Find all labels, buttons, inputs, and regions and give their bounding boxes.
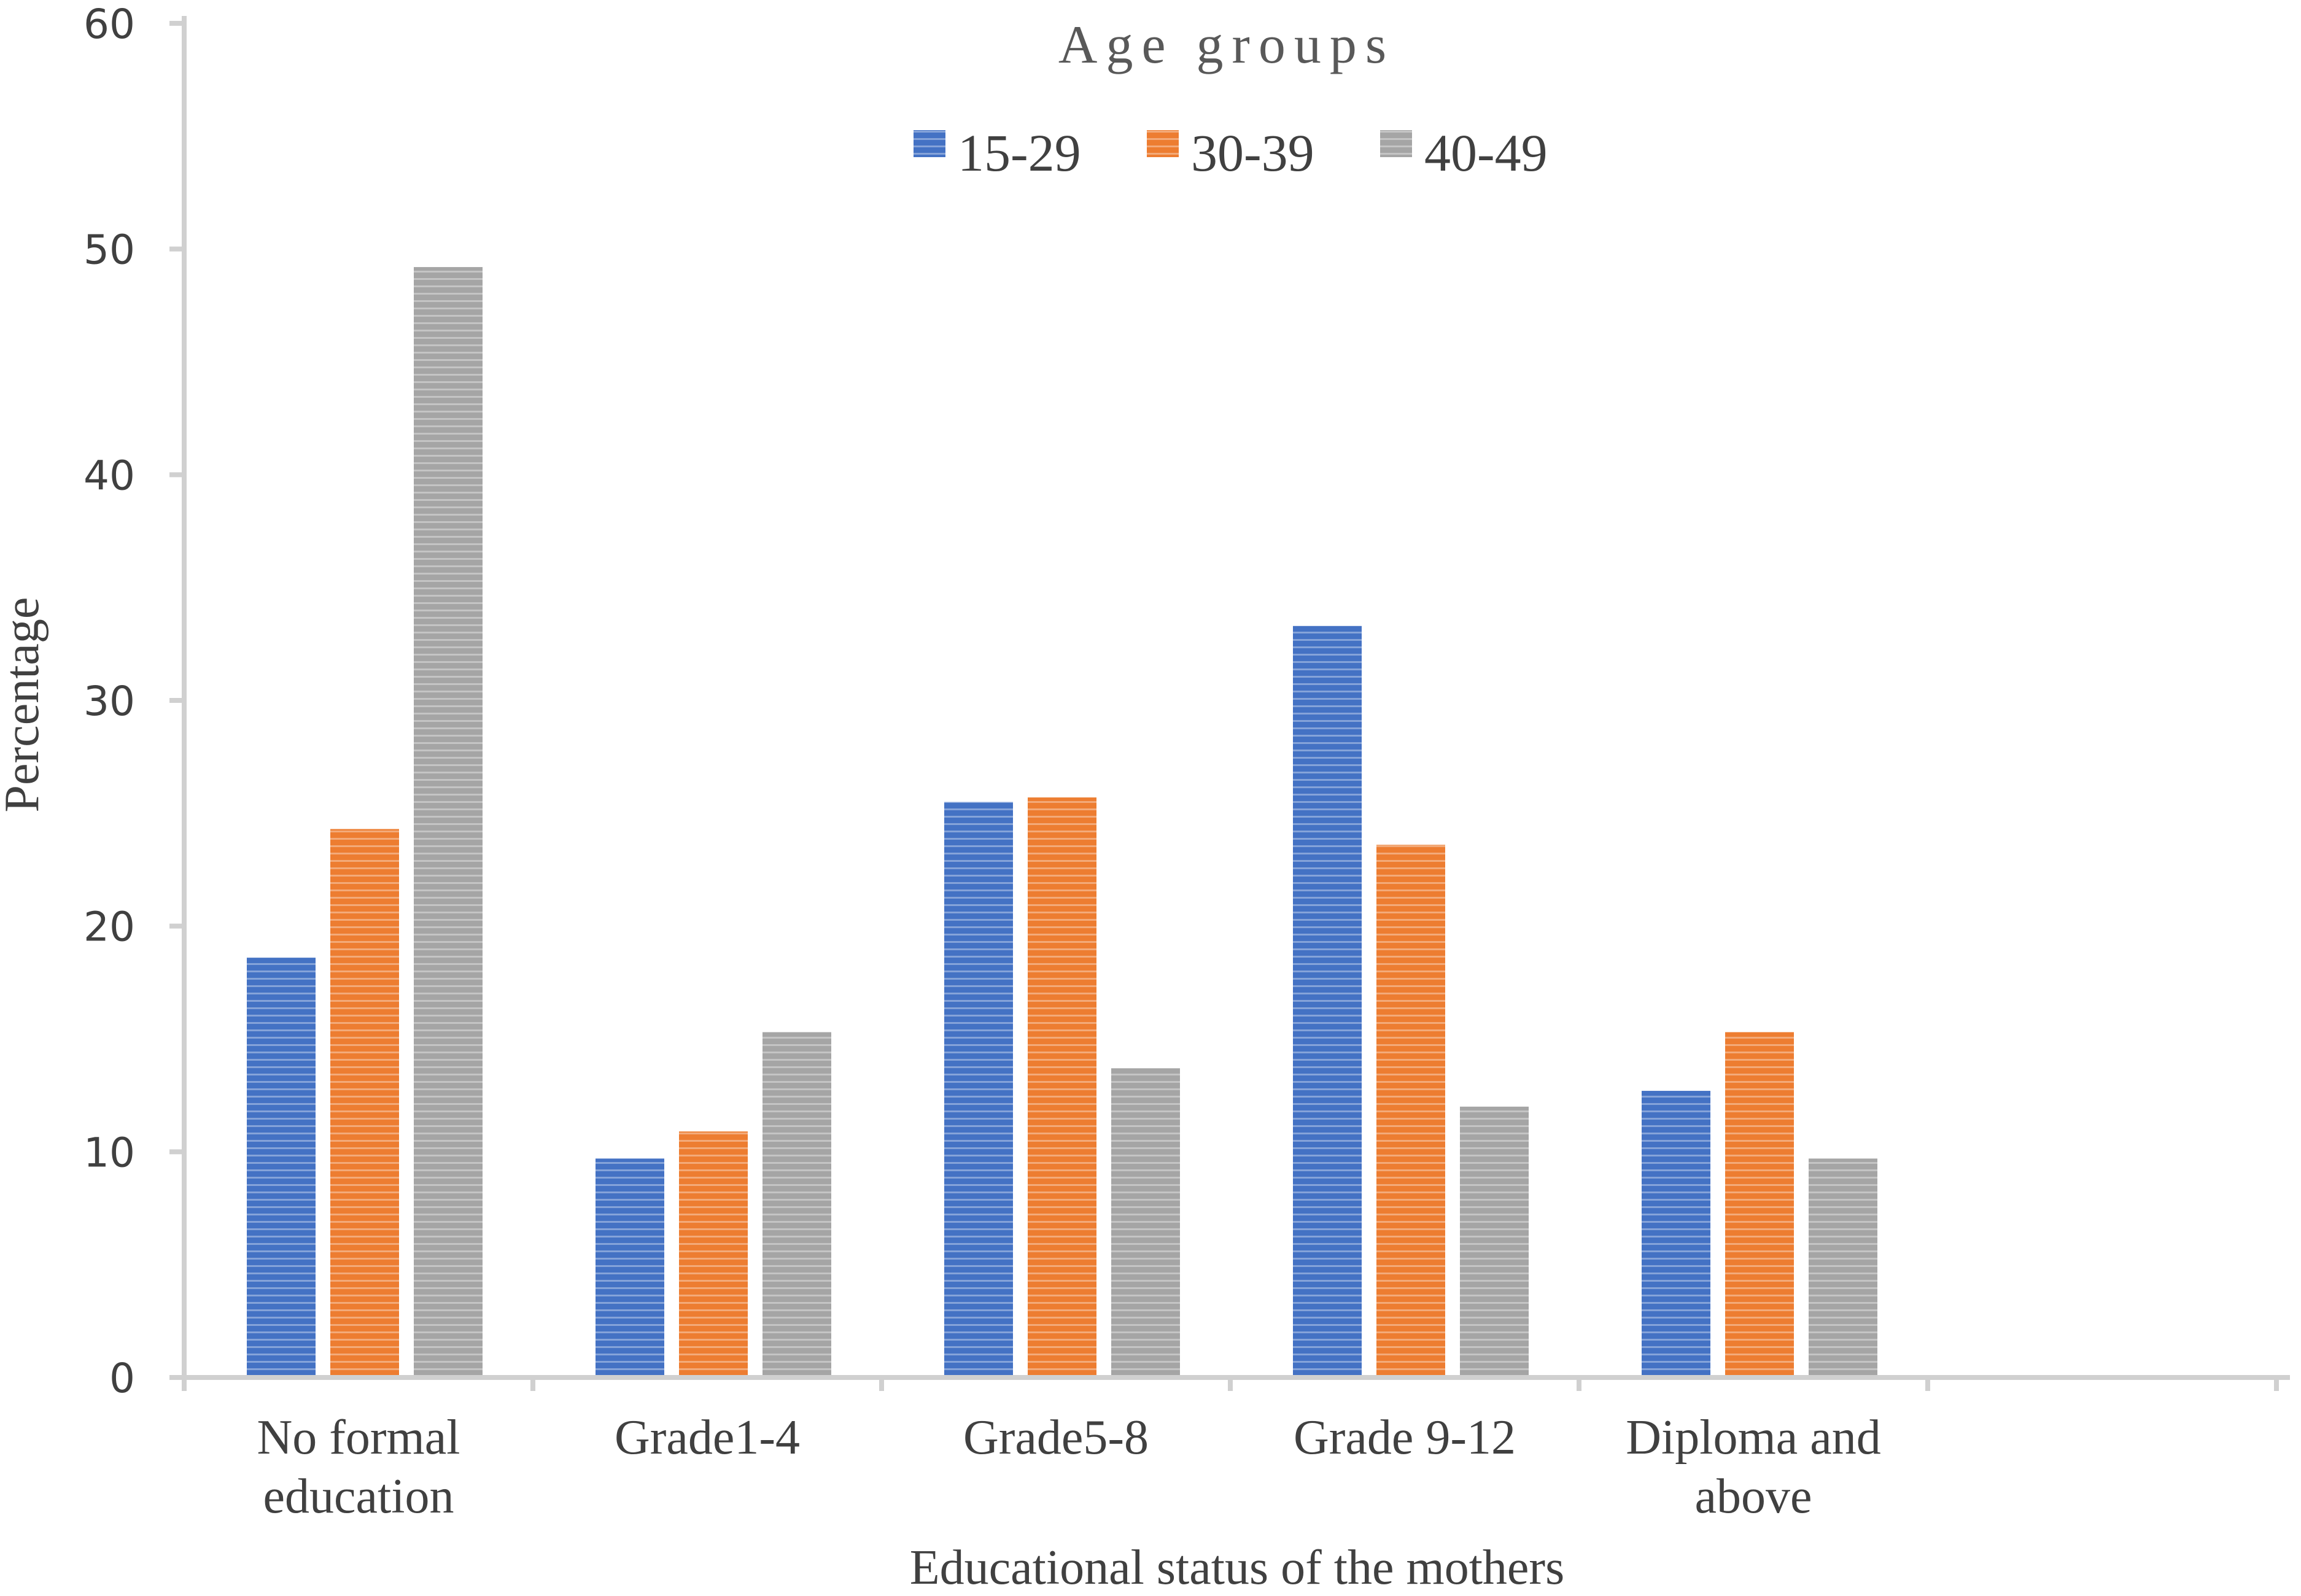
- y-tick-label: 40: [83, 452, 135, 499]
- y-tick-label: 10: [83, 1129, 135, 1176]
- y-tick-label: 60: [83, 1, 135, 48]
- category-labels-group: No formal education Grade1-4 Grade5-8 Grade …: [257, 1411, 1880, 1524]
- bar-40-49-0: [414, 267, 483, 1378]
- bar-40-49-2: [1111, 1068, 1180, 1377]
- bar-15-29-0: [247, 958, 316, 1377]
- legend-title: Age groups: [1058, 15, 1395, 75]
- legend-label-30-39: 30-39: [1191, 123, 1314, 182]
- bar-30-39-2: [1028, 797, 1096, 1377]
- legend-swatch-30-39: [1147, 130, 1179, 157]
- category-label: Grade5-8: [963, 1411, 1149, 1465]
- bar-30-39-4: [1725, 1032, 1794, 1377]
- category-label: Diploma and above: [1626, 1411, 1880, 1524]
- bars-group: [247, 267, 1877, 1378]
- bar-15-29-2: [944, 802, 1013, 1377]
- bar-30-39-0: [330, 829, 399, 1377]
- y-ticks-group: 0 10 20 30 40 50 60: [83, 1, 184, 1402]
- legend-swatch-40-49: [1380, 130, 1412, 157]
- bar-30-39-1: [679, 1131, 748, 1377]
- bar-15-29-3: [1293, 626, 1362, 1378]
- legend-label-15-29: 15-29: [958, 123, 1081, 182]
- bar-30-39-3: [1376, 845, 1445, 1377]
- legend-label-40-49: 40-49: [1424, 123, 1548, 182]
- bar-40-49-1: [762, 1032, 831, 1377]
- x-ticks-group: [182, 1377, 2279, 1391]
- y-tick-label: 20: [83, 904, 135, 951]
- y-axis-title: Percentage: [0, 597, 49, 813]
- bar-15-29-1: [596, 1158, 664, 1377]
- x-axis-title: Educational status of the mothers: [910, 1541, 1564, 1595]
- y-tick-label: 0: [109, 1355, 135, 1402]
- bar-40-49-4: [1809, 1158, 1877, 1377]
- legend: 15-29 30-39 40-49: [914, 123, 1548, 182]
- bar-15-29-4: [1642, 1091, 1710, 1377]
- bar-40-49-3: [1460, 1106, 1529, 1377]
- category-label: No formal education: [257, 1411, 460, 1524]
- category-label: Grade1-4: [615, 1411, 800, 1465]
- y-tick-label: 50: [83, 227, 135, 274]
- legend-swatch-15-29: [914, 130, 945, 157]
- y-tick-label: 30: [83, 678, 135, 725]
- category-label: Grade 9-12: [1294, 1411, 1516, 1465]
